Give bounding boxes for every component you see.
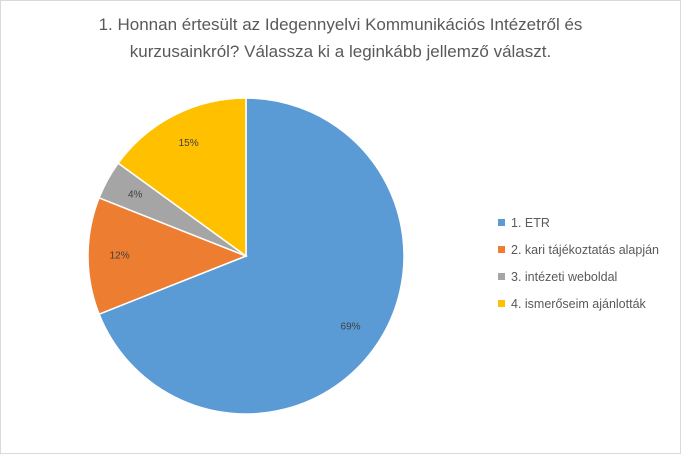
legend: 1. ETR 2. kari tájékoztatás alapján 3. i… bbox=[498, 209, 659, 317]
pie-slice-etr[interactable] bbox=[98, 97, 405, 415]
legend-item-etr[interactable]: 1. ETR bbox=[498, 209, 659, 236]
legend-item-kari-tajekoztatas[interactable]: 2. kari tájékoztatás alapján bbox=[498, 236, 659, 263]
pie-data-labels: 69% 12% 4% 15% bbox=[110, 138, 361, 333]
legend-item-intezeti-weboldal[interactable]: 3. intézeti weboldal bbox=[498, 263, 659, 290]
legend-swatch-ismeroseim bbox=[498, 300, 505, 307]
legend-swatch-intezeti-weboldal bbox=[498, 273, 505, 280]
legend-label-kari-tajekoztatas: 2. kari tájékoztatás alapján bbox=[511, 242, 660, 257]
chart-title: 1. Honnan értesült az Idegennyelvi Kommu… bbox=[1, 11, 680, 65]
data-label-ismeroseim: 15% bbox=[179, 138, 199, 149]
pie-slice-kari-tajekoztatas[interactable] bbox=[87, 196, 249, 316]
legend-swatch-kari-tajekoztatas bbox=[498, 246, 505, 253]
legend-label-etr: 1. ETR bbox=[511, 215, 550, 230]
legend-swatch-etr bbox=[498, 219, 505, 226]
pie-slice-ismeroseim[interactable] bbox=[117, 97, 247, 258]
legend-item-ismeroseim[interactable]: 4. ismerőseim ajánlották bbox=[498, 290, 659, 317]
legend-label-intezeti-weboldal: 3. intézeti weboldal bbox=[511, 269, 618, 284]
chart-title-line-1: 1. Honnan értesült az Idegennyelvi Kommu… bbox=[98, 15, 583, 34]
data-label-intezeti-weboldal: 4% bbox=[128, 190, 143, 201]
data-label-etr: 69% bbox=[341, 322, 361, 333]
chart-title-line-2: kurzusainkról? Válassza ki a leginkább j… bbox=[129, 42, 552, 61]
data-label-kari-tajekoztatas: 12% bbox=[110, 251, 130, 262]
legend-label-ismeroseim: 4. ismerőseim ajánlották bbox=[511, 296, 646, 311]
pie-slices bbox=[87, 97, 405, 415]
